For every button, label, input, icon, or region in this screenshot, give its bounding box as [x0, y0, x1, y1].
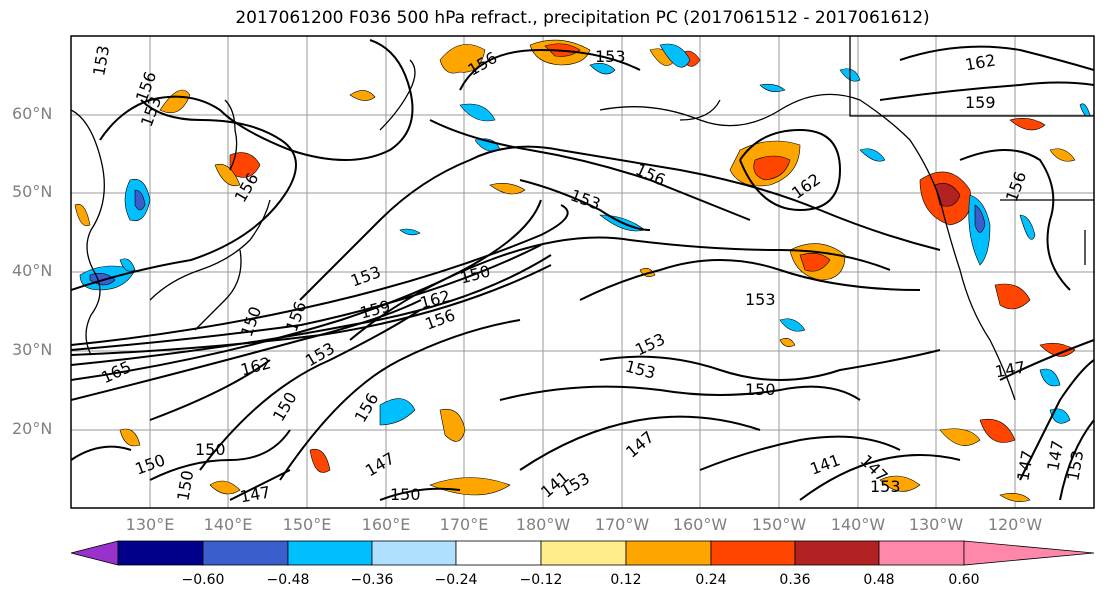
colorbar-segment: [540, 540, 627, 566]
colorbar-tick-label: 0.12: [610, 572, 642, 588]
lon-label: 170°E: [439, 515, 489, 534]
lon-label: 160°E: [361, 515, 411, 534]
contour-label: 153: [745, 290, 776, 309]
lon-label: 140°E: [203, 515, 253, 534]
lon-label: 180°W: [515, 515, 571, 534]
graticule: [71, 36, 1094, 508]
contour-label: 150: [745, 380, 776, 399]
contour-label: 150: [390, 485, 421, 504]
colorbar-segment: [202, 540, 289, 566]
lon-label: 130°W: [908, 515, 964, 534]
lon-label: 170°W: [594, 515, 650, 534]
lon-label: 150°W: [751, 515, 807, 534]
map-frame: [70, 35, 1095, 509]
colorbar-segment: [455, 540, 542, 566]
colorbar-tick-label: −0.48: [266, 572, 310, 588]
lon-label: 130°E: [125, 515, 175, 534]
colorbar-tick-label: −0.60: [181, 572, 225, 588]
contour-label: 153: [595, 47, 626, 66]
coastlines: [71, 36, 1094, 401]
colorbar-segment: [625, 540, 712, 566]
colorbar-segment: [287, 540, 373, 566]
colorbar-tick-label: −0.36: [350, 572, 394, 588]
lat-label: 50°N: [12, 182, 53, 201]
lat-label: 40°N: [12, 261, 53, 280]
lat-label: 30°N: [12, 340, 53, 359]
precip-positive: [74, 39, 1076, 502]
lon-label: 150°E: [282, 515, 332, 534]
lon-label: 120°W: [987, 515, 1043, 534]
lon-label: 140°W: [830, 515, 886, 534]
height-contours: [71, 39, 1094, 501]
colorbar-tick-label: 0.36: [779, 572, 811, 588]
contour-label: 159: [965, 93, 996, 112]
colorbar-tick-label: 0.24: [695, 572, 727, 588]
map-title: 2017061200 F036 500 hPa refract., precip…: [235, 8, 930, 28]
colorbar-tick-label: 0.48: [863, 572, 895, 588]
colorbar-segment: [794, 540, 880, 566]
colorbar-tick-label: −0.24: [434, 572, 478, 588]
lon-label: 160°W: [672, 515, 728, 534]
contour-label: 150: [195, 440, 226, 459]
colorbar-extend-high: [963, 540, 1095, 566]
colorbar-segment: [117, 540, 204, 566]
colorbar-tick-label: 0.60: [948, 572, 980, 588]
lat-label: 20°N: [12, 419, 53, 438]
lat-label: 60°N: [12, 104, 53, 123]
colorbar: [70, 540, 1095, 566]
colorbar-segment: [371, 540, 457, 566]
colorbar-segment: [878, 540, 965, 566]
colorbar-segment: [710, 540, 796, 566]
colorbar-tick-label: −0.12: [519, 572, 563, 588]
contour-label: 153: [870, 477, 901, 496]
colorbar-extend-low: [70, 540, 119, 566]
